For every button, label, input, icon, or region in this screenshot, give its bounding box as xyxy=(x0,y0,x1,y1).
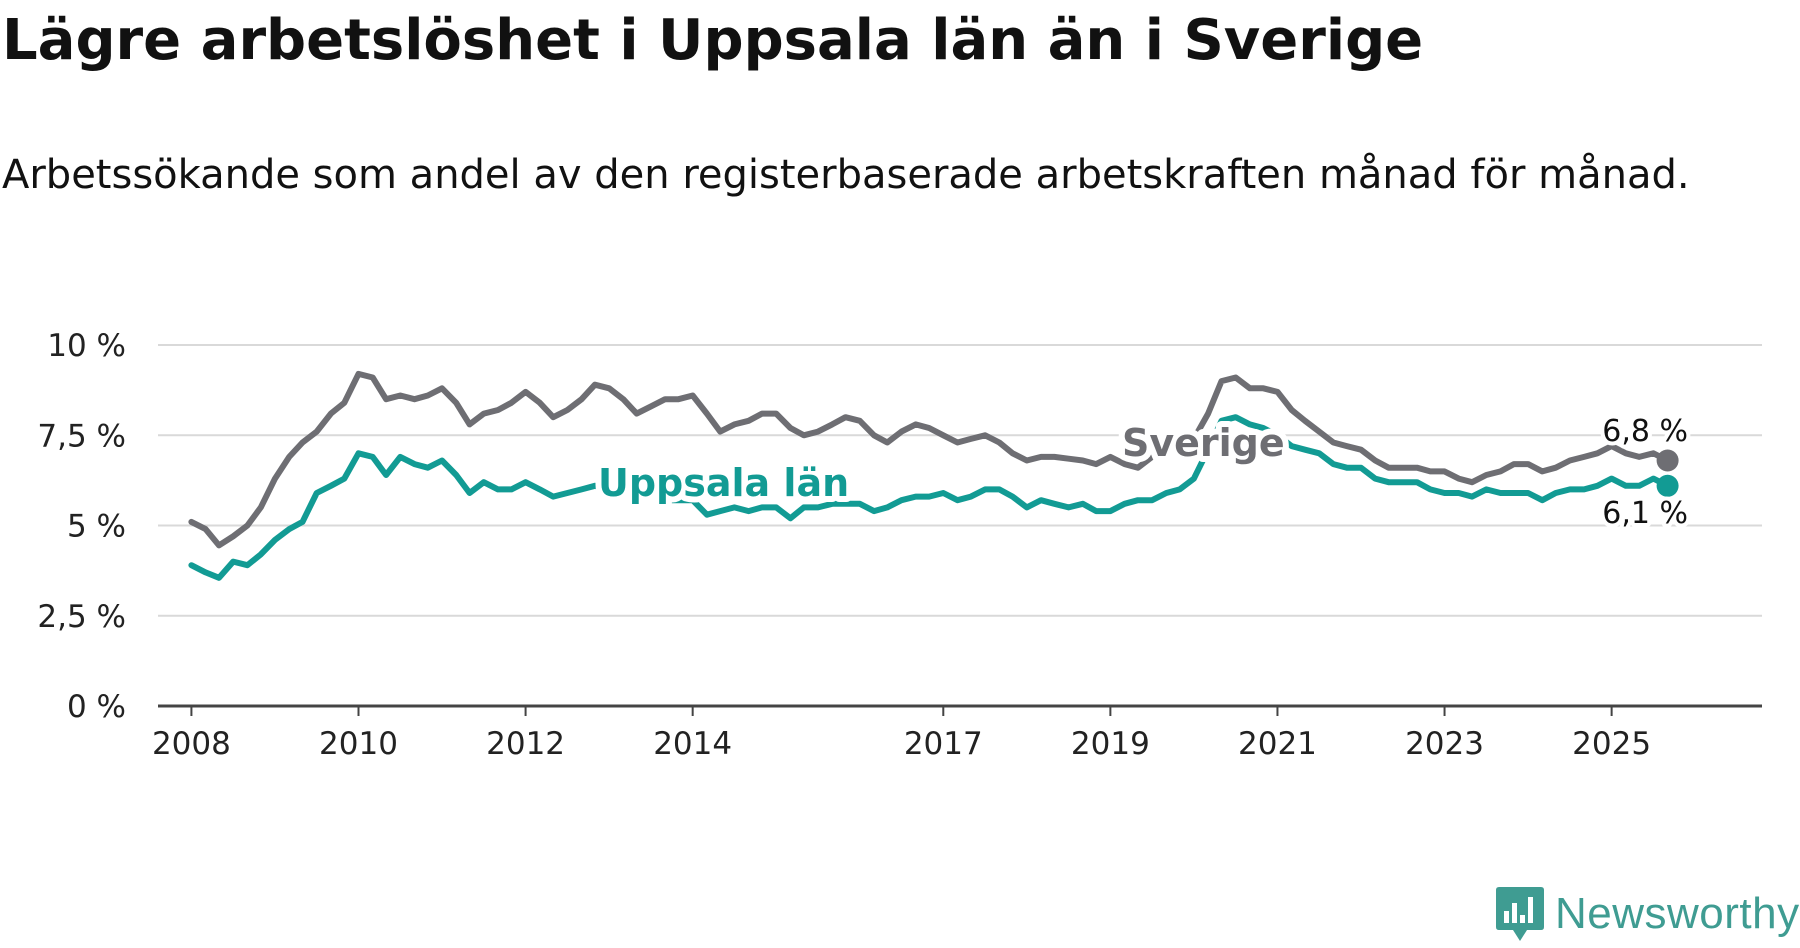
x-tick-label: 2025 xyxy=(1572,726,1651,762)
x-tick-label: 2021 xyxy=(1238,726,1317,762)
series-lines xyxy=(188,370,1679,581)
grid-lines xyxy=(158,344,1762,617)
y-tick-label: 5 % xyxy=(67,509,126,545)
x-tick-label: 2023 xyxy=(1405,726,1484,762)
y-axis-tick-labels: 0 % 2,5 % 5 % 7,5 % 10 % xyxy=(37,328,126,725)
chart-title: Lägre arbetslöshet i Uppsala län än i Sv… xyxy=(2,8,1424,73)
uppsala-end-value: 6,1 % xyxy=(1602,496,1688,531)
x-tick-label: 2010 xyxy=(319,726,398,762)
newsworthy-logo: Newsworthy xyxy=(1495,885,1800,943)
uppsala-label: Uppsala län xyxy=(598,461,849,505)
bar-chart-badge-icon xyxy=(1496,887,1544,941)
x-tick-label: 2019 xyxy=(1071,726,1150,762)
sverige-end-value: 6,8 % xyxy=(1602,414,1688,449)
x-tick-label: 2017 xyxy=(904,726,983,762)
series-labels: Sverige Uppsala län 6,8 % 6,1 % xyxy=(592,410,1692,535)
y-tick-label: 2,5 % xyxy=(37,599,126,635)
x-tick-label: 2014 xyxy=(653,726,732,762)
logo-text: Newsworthy xyxy=(1555,889,1800,938)
x-axis-ticks: 2008 2010 2012 2014 2017 2019 2021 2023 2025 xyxy=(152,706,1651,762)
sverige-line xyxy=(188,370,1671,549)
x-tick-label: 2008 xyxy=(152,726,231,762)
sverige-end-marker xyxy=(1656,449,1679,472)
y-tick-label: 0 % xyxy=(67,689,126,725)
uppsala-end-marker xyxy=(1656,474,1679,497)
sverige-label: Sverige xyxy=(1122,421,1285,465)
y-tick-label: 10 % xyxy=(47,328,126,364)
y-tick-label: 7,5 % xyxy=(37,418,126,454)
uppsala-line xyxy=(188,414,1671,581)
x-tick-label: 2012 xyxy=(486,726,565,762)
chart-subtitle: Arbetssökande som andel av den registerb… xyxy=(2,152,1690,198)
